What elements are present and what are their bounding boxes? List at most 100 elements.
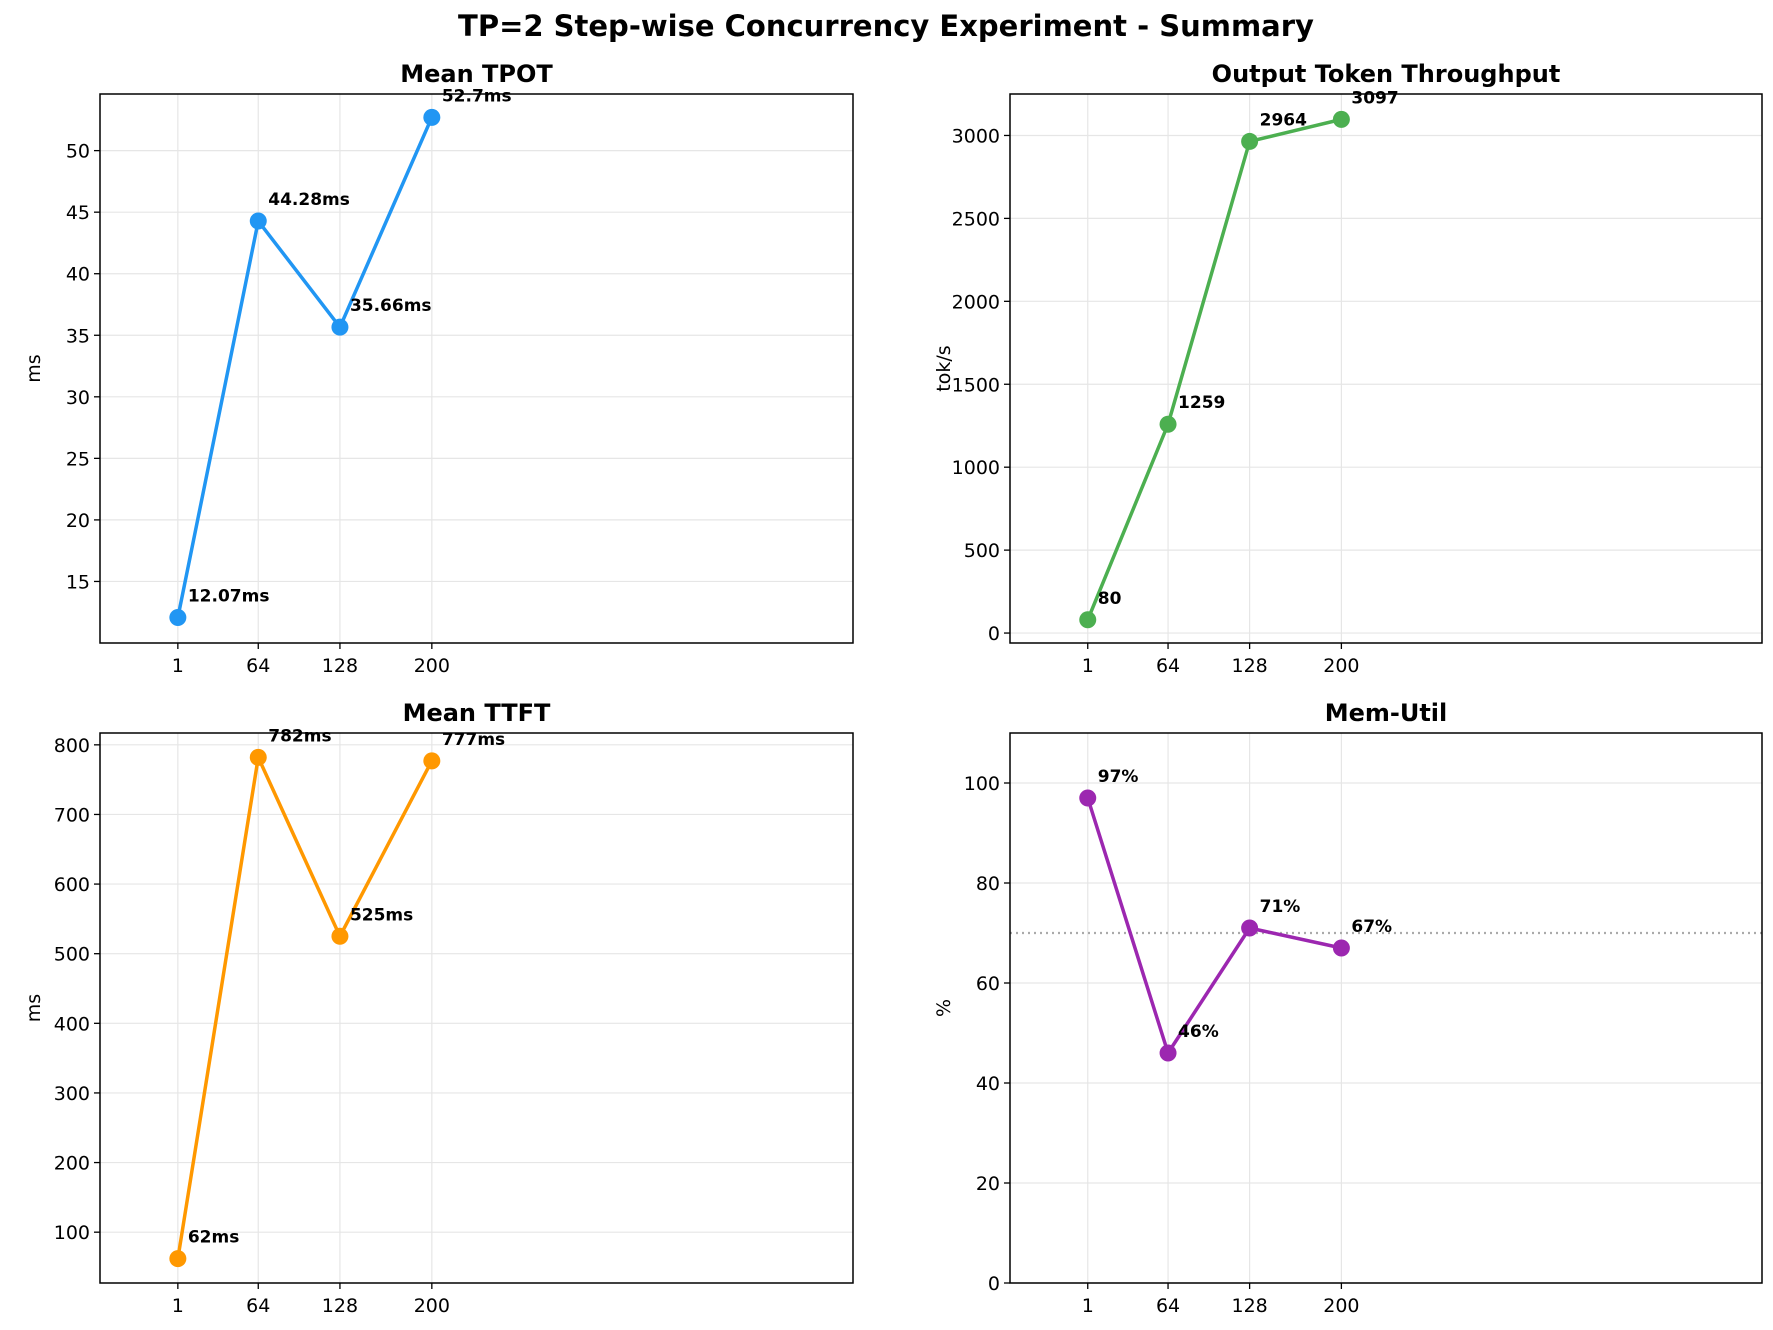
- data-label: 80: [1098, 589, 1122, 609]
- x-tick-label: 1: [172, 1295, 184, 1317]
- data-point: [331, 927, 349, 945]
- data-point: [1079, 611, 1097, 629]
- figure-title: TP=2 Step-wise Concurrency Experiment - …: [458, 9, 1314, 43]
- y-tick-label: 100: [54, 1222, 90, 1244]
- x-tick-label: 64: [246, 655, 270, 677]
- x-tick-label: 200: [414, 1295, 450, 1317]
- x-tick-label: 128: [322, 655, 358, 677]
- data-label: 525ms: [350, 905, 413, 925]
- series-line: [176, 116, 434, 618]
- data-point: [249, 748, 267, 766]
- y-tick-label: 1000: [952, 457, 1000, 479]
- plot-frame: [1009, 732, 1763, 1284]
- chart-panel-2: 0 500 1000 1500 2000 2500 3000 1 64 128 200 Output …: [933, 60, 1763, 677]
- data-label: 52.7ms: [442, 86, 512, 106]
- y-tick-label: 400: [54, 1013, 90, 1035]
- data-label: 62ms: [188, 1228, 240, 1248]
- y-tick-label: 2500: [952, 208, 1000, 230]
- data-point: [169, 1250, 187, 1268]
- x-tick-label: 64: [246, 1295, 270, 1317]
- data-point: [423, 108, 441, 126]
- y-tick-label: 45: [66, 202, 90, 224]
- chart-panel-3: 100 200 300 400 500 600 700 800 1 64 128 200 Mean TT…: [23, 699, 854, 1317]
- x-tick-label: 64: [1156, 655, 1180, 677]
- x-tick-label: 200: [414, 655, 450, 677]
- data-label: 1259: [1178, 393, 1225, 413]
- y-tick-label: 3000: [952, 125, 1000, 147]
- data-point: [423, 752, 441, 770]
- plot-frame: [99, 93, 854, 644]
- y-tick-label: 80: [976, 873, 1000, 895]
- y-tick-label: 500: [54, 944, 90, 966]
- x-tick-label: 128: [322, 1295, 358, 1317]
- data-label: 777ms: [442, 730, 505, 750]
- data-label: 2964: [1260, 110, 1307, 130]
- data-label: 12.07ms: [188, 587, 270, 607]
- data-label: 44.28ms: [268, 190, 350, 210]
- data-label: 3097: [1351, 88, 1398, 108]
- data-label: 35.66ms: [350, 296, 432, 316]
- data-point: [331, 318, 349, 336]
- plot-frame: [1009, 93, 1763, 644]
- y-axis-label: ms: [23, 354, 45, 382]
- data-point: [1332, 110, 1350, 128]
- plot-frame: [99, 732, 854, 1284]
- x-tick-label: 200: [1323, 655, 1359, 677]
- x-tick-label: 128: [1231, 1295, 1267, 1317]
- y-tick-label: 1500: [952, 374, 1000, 396]
- chart-title: Mean TPOT: [400, 60, 553, 88]
- y-tick-label: 700: [54, 804, 90, 826]
- data-label: 67%: [1351, 917, 1392, 937]
- y-tick-label: 60: [976, 973, 1000, 995]
- y-tick-label: 20: [976, 1173, 1000, 1195]
- data-label: 46%: [1178, 1022, 1219, 1042]
- series-line: [1086, 117, 1342, 621]
- series-line: [176, 755, 434, 1259]
- y-tick-label: 35: [66, 325, 90, 347]
- chart-title: Output Token Throughput: [1212, 60, 1561, 88]
- y-tick-label: 500: [964, 540, 1000, 562]
- data-point: [249, 212, 267, 230]
- x-tick-label: 1: [172, 655, 184, 677]
- y-axis-label: ms: [23, 994, 45, 1022]
- series-line: [1086, 797, 1342, 1055]
- y-tick-label: 50: [66, 141, 90, 163]
- chart-panel-4: 0 20 40 60 80 100 1 64 128 200 Mem-Util% 97% 46% 71% 6…: [933, 699, 1763, 1317]
- y-tick-label: 0: [988, 1273, 1000, 1295]
- y-tick-label: 200: [54, 1153, 90, 1175]
- chart-title: Mean TTFT: [403, 699, 551, 727]
- y-tick-label: 800: [54, 735, 90, 757]
- y-tick-label: 20: [66, 510, 90, 532]
- y-tick-label: 0: [988, 623, 1000, 645]
- y-tick-label: 300: [54, 1083, 90, 1105]
- y-tick-label: 2000: [952, 291, 1000, 313]
- y-tick-label: 600: [54, 874, 90, 896]
- data-point: [1241, 132, 1259, 150]
- data-point: [169, 609, 187, 627]
- y-tick-label: 30: [66, 387, 90, 409]
- x-tick-label: 64: [1156, 1295, 1180, 1317]
- data-point: [1159, 415, 1177, 433]
- data-point: [1332, 939, 1350, 957]
- x-tick-label: 1: [1082, 655, 1094, 677]
- x-tick-label: 200: [1323, 1295, 1359, 1317]
- x-tick-label: 1: [1082, 1295, 1094, 1317]
- y-tick-label: 40: [976, 1073, 1000, 1095]
- data-point: [1241, 919, 1259, 937]
- y-tick-label: 100: [964, 773, 1000, 795]
- data-label: 782ms: [268, 726, 331, 746]
- y-axis-label: tok/s: [933, 345, 955, 391]
- x-tick-label: 128: [1231, 655, 1267, 677]
- data-label: 97%: [1098, 767, 1139, 787]
- chart-title: Mem-Util: [1325, 699, 1448, 727]
- data-point: [1159, 1044, 1177, 1062]
- y-tick-label: 25: [66, 448, 90, 470]
- data-label: 71%: [1260, 897, 1301, 917]
- chart-panel-1: 15 20 25 30 35 40 45 50 1 64 128 200 Mean TPOT ms 12.0…: [23, 60, 854, 677]
- y-axis-label: %: [933, 999, 955, 1017]
- data-point: [1079, 789, 1097, 807]
- y-tick-label: 15: [66, 571, 90, 593]
- y-tick-label: 40: [66, 264, 90, 286]
